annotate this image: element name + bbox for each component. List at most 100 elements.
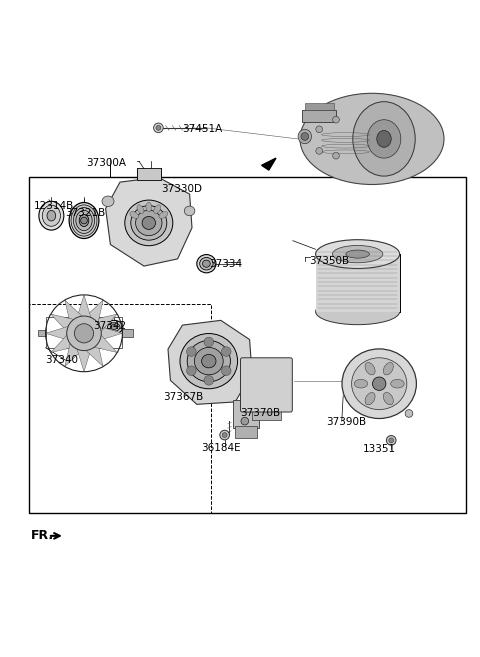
Ellipse shape — [142, 216, 156, 229]
Circle shape — [405, 409, 413, 417]
Bar — [29, 304, 211, 513]
Ellipse shape — [384, 134, 390, 141]
Circle shape — [220, 430, 229, 440]
Polygon shape — [51, 332, 84, 353]
Polygon shape — [65, 333, 85, 367]
Circle shape — [204, 337, 214, 347]
Ellipse shape — [367, 120, 401, 158]
Circle shape — [156, 125, 161, 130]
Polygon shape — [106, 177, 192, 266]
FancyBboxPatch shape — [240, 358, 292, 412]
Ellipse shape — [381, 140, 387, 147]
Circle shape — [316, 126, 323, 133]
Ellipse shape — [159, 212, 168, 218]
Ellipse shape — [365, 363, 375, 375]
Ellipse shape — [69, 202, 99, 238]
Circle shape — [221, 366, 231, 376]
Ellipse shape — [76, 210, 92, 231]
Polygon shape — [84, 325, 122, 342]
Ellipse shape — [110, 325, 117, 329]
Polygon shape — [84, 314, 117, 334]
Ellipse shape — [377, 135, 383, 143]
Ellipse shape — [202, 354, 216, 368]
Circle shape — [81, 217, 87, 224]
Ellipse shape — [380, 131, 385, 138]
Circle shape — [222, 433, 227, 438]
Ellipse shape — [384, 139, 390, 146]
Circle shape — [67, 316, 101, 351]
Circle shape — [266, 371, 284, 388]
Polygon shape — [51, 314, 84, 334]
Circle shape — [241, 417, 249, 425]
Bar — [248, 365, 285, 403]
Ellipse shape — [47, 210, 56, 221]
Ellipse shape — [137, 205, 144, 214]
Ellipse shape — [71, 205, 97, 236]
Bar — [122, 329, 133, 337]
Ellipse shape — [154, 205, 161, 214]
Polygon shape — [84, 332, 117, 353]
Text: 37367B: 37367B — [163, 392, 204, 401]
Ellipse shape — [197, 254, 216, 273]
Circle shape — [301, 133, 309, 141]
Circle shape — [204, 376, 214, 385]
Ellipse shape — [102, 196, 114, 206]
Ellipse shape — [378, 134, 384, 141]
Circle shape — [154, 123, 163, 133]
Ellipse shape — [391, 379, 404, 388]
Ellipse shape — [353, 102, 415, 176]
Circle shape — [221, 347, 231, 356]
Circle shape — [271, 375, 279, 383]
Circle shape — [316, 148, 323, 154]
Ellipse shape — [351, 358, 407, 409]
Polygon shape — [83, 300, 103, 333]
Circle shape — [386, 436, 396, 445]
Polygon shape — [76, 295, 92, 333]
Polygon shape — [262, 158, 276, 170]
Ellipse shape — [385, 135, 391, 143]
Bar — [29, 177, 466, 513]
Ellipse shape — [381, 131, 387, 137]
Circle shape — [333, 152, 339, 159]
Text: 37342: 37342 — [94, 321, 127, 331]
Circle shape — [186, 208, 193, 214]
Ellipse shape — [384, 137, 390, 144]
Circle shape — [372, 377, 386, 390]
Ellipse shape — [108, 323, 120, 331]
Ellipse shape — [136, 210, 162, 236]
Bar — [302, 110, 336, 122]
Ellipse shape — [200, 258, 213, 270]
Circle shape — [241, 403, 249, 411]
Ellipse shape — [384, 392, 393, 405]
Ellipse shape — [342, 349, 417, 419]
Text: 37321B: 37321B — [65, 208, 105, 218]
Bar — [305, 103, 334, 110]
Ellipse shape — [203, 260, 210, 267]
Ellipse shape — [380, 140, 385, 147]
Ellipse shape — [130, 212, 139, 218]
Bar — [252, 409, 281, 420]
Ellipse shape — [378, 139, 384, 146]
Circle shape — [74, 324, 94, 343]
Polygon shape — [83, 333, 103, 367]
Circle shape — [187, 366, 196, 376]
Circle shape — [249, 371, 266, 388]
Ellipse shape — [194, 348, 223, 375]
Circle shape — [105, 198, 111, 205]
Ellipse shape — [383, 131, 388, 138]
Circle shape — [254, 375, 262, 383]
Text: 36184E: 36184E — [202, 443, 241, 453]
Text: 37330D: 37330D — [161, 185, 202, 194]
Text: 37390B: 37390B — [326, 417, 367, 427]
Ellipse shape — [346, 250, 370, 258]
Ellipse shape — [39, 201, 64, 230]
Bar — [137, 168, 161, 180]
Ellipse shape — [184, 206, 195, 215]
Ellipse shape — [354, 379, 368, 388]
Ellipse shape — [79, 214, 89, 227]
Ellipse shape — [131, 206, 167, 240]
Ellipse shape — [378, 137, 384, 144]
Text: 12314B: 12314B — [34, 201, 74, 211]
Ellipse shape — [300, 93, 444, 185]
Text: 37340: 37340 — [46, 355, 79, 365]
